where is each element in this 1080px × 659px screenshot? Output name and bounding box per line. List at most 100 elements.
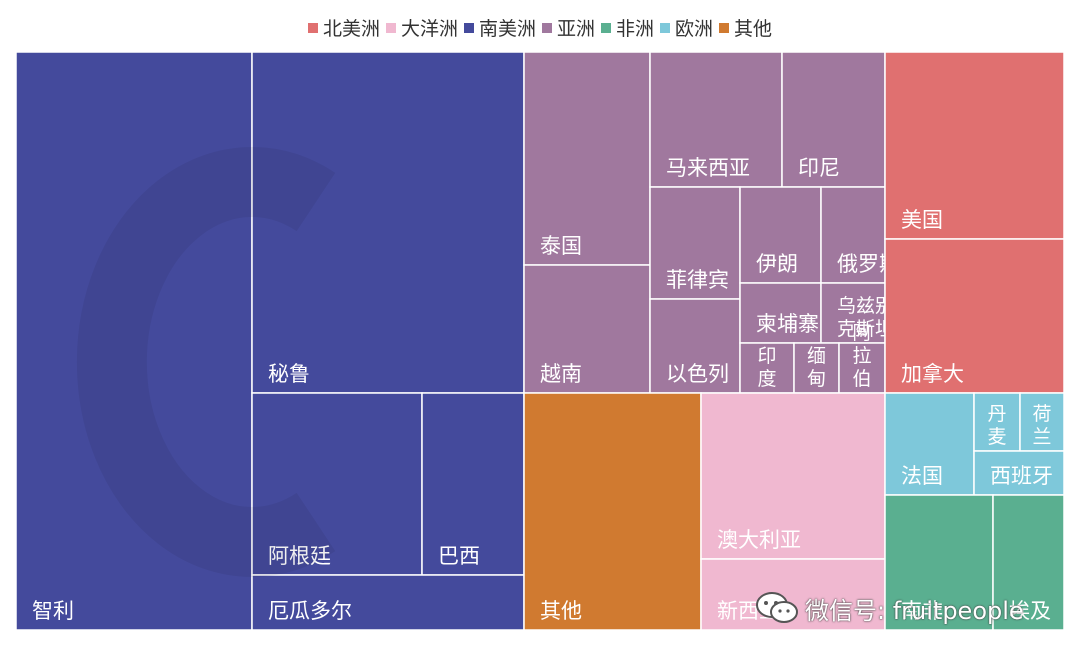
legend-swatch — [601, 22, 611, 33]
legend-item-3[interactable]: 亚洲 — [541, 14, 595, 41]
treemap-rect — [820, 186, 886, 284]
treemap-label: 马来西亚 — [666, 156, 750, 180]
legend-label: 北美洲 — [322, 18, 380, 40]
wechat-icon — [756, 592, 798, 623]
treemap-rect — [523, 392, 702, 630]
legend-item-1[interactable]: 大洋洲 — [385, 14, 458, 41]
treemap-cell-france[interactable]: 法国 — [884, 392, 975, 496]
treemap-cell-israel[interactable]: 以色列 — [649, 298, 741, 394]
treemap-rect — [251, 574, 525, 630]
legend-swatch — [660, 22, 671, 33]
treemap-label: 秘鲁 — [268, 362, 310, 386]
treemap-cell-denmark[interactable]: 丹麦 — [973, 392, 1021, 452]
legend-label: 欧洲 — [675, 18, 714, 40]
treemap-label: 伊朗 — [756, 252, 798, 276]
treemap-label: 其他 — [540, 599, 582, 623]
treemap-cell-other[interactable]: 其他 — [523, 392, 702, 630]
treemap-label: 阿拉伯 — [852, 322, 871, 390]
treemap-cell-indonesia[interactable]: 印尼 — [781, 52, 886, 188]
treemap-rect — [973, 450, 1064, 496]
treemap-label: 西班牙 — [990, 464, 1053, 488]
treemap-cell-myanmar[interactable]: 缅甸 — [793, 342, 840, 394]
treemap-label: 智利 — [32, 599, 74, 623]
treemap-label: 澳大利亚 — [717, 528, 801, 552]
treemap-cell-malaysia[interactable]: 马来西亚 — [649, 52, 783, 188]
legend-item-2[interactable]: 南美洲 — [463, 14, 536, 41]
treemap-rect — [739, 186, 822, 284]
treemap-label: 菲律宾 — [666, 268, 729, 292]
treemap-cell-spain[interactable]: 西班牙 — [973, 450, 1064, 496]
treemap-rect — [884, 494, 994, 630]
treemap-label: 丹麦 — [987, 403, 1006, 448]
treemap-cell-arabia[interactable]: 阿拉伯 — [838, 322, 886, 394]
treemap-label: 埃及 — [1009, 599, 1051, 623]
treemap-cell-philippines[interactable]: 菲律宾 — [649, 186, 741, 300]
treemap-label: 法国 — [901, 464, 943, 488]
legend-item-5[interactable]: 欧洲 — [660, 14, 713, 41]
treemap-rect — [884, 392, 975, 496]
treemap-rect — [884, 52, 1064, 240]
legend-item-4[interactable]: 非洲 — [601, 14, 654, 41]
legend-item-0[interactable]: 北美洲 — [307, 14, 380, 41]
treemap-label: 厄瓜多尔 — [268, 599, 352, 623]
treemap-label: 荷兰 — [1032, 403, 1051, 448]
legend-swatch — [307, 22, 318, 33]
legend-swatch — [385, 22, 396, 33]
treemap-cell-canada[interactable]: 加拿大 — [884, 238, 1064, 394]
legend-label: 亚洲 — [556, 18, 595, 40]
treemap-rect — [649, 298, 741, 394]
legend-label: 其他 — [734, 18, 773, 40]
treemap-label: 南非 — [901, 599, 943, 623]
treemap-cell-netherlands[interactable]: 荷兰 — [1019, 392, 1064, 452]
treemap-rect — [820, 282, 886, 344]
legend-label: 非洲 — [616, 18, 655, 40]
treemap-label: 乌兹别克斯坦 — [837, 295, 894, 340]
treemap-label: 柬埔寨 — [756, 312, 819, 336]
treemap-cell-chile[interactable]: 智利 — [16, 52, 253, 630]
legend-swatch — [541, 22, 552, 33]
treemap-cell-southafrica[interactable]: 南非 — [884, 494, 994, 630]
treemap-rect — [739, 342, 795, 394]
treemap-cell-egypt[interactable]: 埃及 — [992, 494, 1064, 630]
treemap-cell-cambodia[interactable]: 柬埔寨 — [739, 282, 822, 344]
treemap-cell-uzbekistan[interactable]: 乌兹别克斯坦 — [820, 282, 894, 344]
treemap-rect — [16, 52, 253, 630]
watermark: 微信号: fruitpeople — [755, 586, 1055, 630]
treemap-rect — [523, 52, 651, 266]
treemap-rect — [421, 392, 525, 576]
treemap-label: 以色列 — [666, 362, 729, 386]
treemap-label: 加拿大 — [901, 362, 964, 386]
legend-label: 南美洲 — [478, 18, 536, 40]
treemap-rect — [1019, 392, 1064, 452]
treemap-label: 越南 — [540, 362, 582, 386]
treemap-label: 印度 — [757, 345, 776, 390]
legend-swatch — [719, 22, 730, 33]
treemap-cell-vietnam[interactable]: 越南 — [523, 264, 651, 394]
treemap-label: 美国 — [901, 208, 943, 232]
treemap-rect — [649, 186, 741, 300]
background-logo — [76, 147, 336, 577]
watermark-text: 微信号: fruitpeople — [805, 596, 1024, 625]
treemap-rect — [700, 392, 886, 560]
treemap-cell-india[interactable]: 印度 — [739, 342, 795, 394]
legend-label: 大洋洲 — [400, 18, 458, 40]
treemap-rect — [992, 494, 1064, 630]
treemap-label: 印尼 — [798, 156, 840, 180]
treemap-rect — [793, 342, 840, 394]
treemap-cell-usa[interactable]: 美国 — [884, 52, 1064, 240]
treemap-rect — [739, 282, 822, 344]
treemap-cell-peru[interactable]: 秘鲁 — [251, 52, 525, 394]
treemap-cell-australia[interactable]: 澳大利亚 — [700, 392, 886, 560]
legend: 北美洲 大洋洲 南美洲 亚洲 非洲 欧洲 其他 — [0, 14, 1080, 41]
treemap-cell-iran[interactable]: 伊朗 — [739, 186, 822, 284]
treemap-label: 阿根廷 — [268, 544, 331, 568]
treemap-chart: 智利 秘鲁 阿根廷 巴西 厄瓜多尔 泰国 越南 马来西亚 印尼 菲律宾 以色列 伊朗 俄罗斯 柬埔寨 乌兹别… — [16, 52, 1064, 630]
treemap-label: 巴西 — [438, 544, 480, 568]
treemap-cell-thailand[interactable]: 泰国 — [523, 52, 651, 266]
treemap-cell-brazil[interactable]: 巴西 — [421, 392, 525, 576]
legend-item-6[interactable]: 其他 — [719, 14, 772, 41]
treemap-label: 缅甸 — [807, 345, 826, 390]
legend-swatch — [463, 22, 474, 33]
treemap-cell-ecuador[interactable]: 厄瓜多尔 — [251, 574, 525, 630]
